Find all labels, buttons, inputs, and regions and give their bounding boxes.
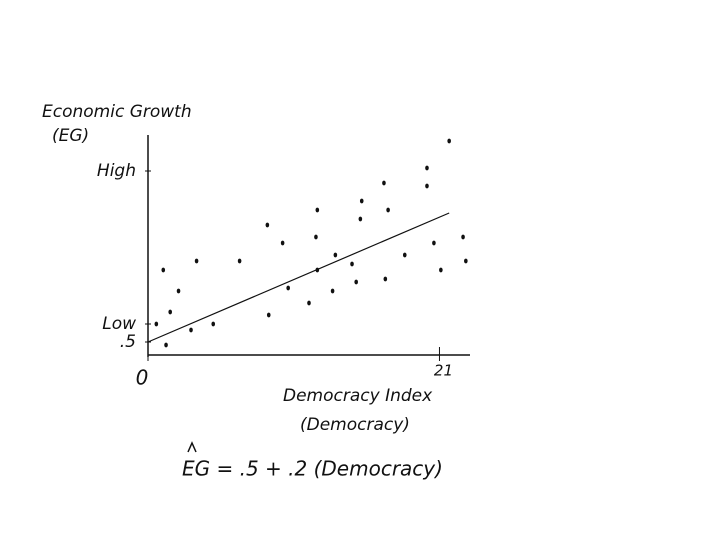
y-tick-label: Low: [102, 314, 136, 334]
y-axis-label: (EG): [52, 126, 89, 146]
point: [315, 207, 320, 213]
point: [265, 222, 270, 228]
hat-mark: [187, 441, 197, 453]
equation: EG = .5 + .2 (Democracy): [182, 457, 443, 481]
fit-line: [147, 212, 450, 343]
point: [176, 288, 181, 294]
x-tick-label: 0: [136, 366, 149, 390]
point: [432, 240, 436, 246]
point: [154, 321, 159, 327]
point: [439, 267, 443, 273]
x-tick-label: 21: [434, 362, 453, 380]
x-axis-label: (Democracy): [300, 415, 410, 435]
point: [189, 327, 193, 333]
y-tick-label: High: [97, 161, 136, 181]
point: [164, 342, 168, 348]
point: [307, 300, 311, 306]
point: [354, 279, 358, 285]
point: [447, 138, 451, 144]
point: [168, 309, 173, 315]
point: [350, 261, 354, 267]
point: [194, 258, 199, 264]
point: [425, 165, 429, 171]
point: [382, 180, 386, 186]
point: [314, 234, 318, 240]
point: [464, 258, 468, 264]
point: [237, 258, 242, 264]
point: [402, 252, 407, 258]
point: [461, 234, 465, 240]
point: [286, 285, 290, 291]
x-axis-label: Democracy Index: [283, 386, 433, 406]
y-tick-label: .5: [120, 332, 136, 352]
point: [333, 252, 338, 258]
point: [386, 207, 390, 213]
point: [161, 267, 166, 273]
point: [330, 288, 335, 294]
point: [266, 312, 271, 318]
point: [425, 183, 429, 189]
y-axis-label: Economic Growth: [42, 102, 192, 122]
point: [280, 240, 285, 246]
point: [211, 321, 216, 327]
point: [358, 216, 363, 222]
point: [359, 198, 364, 204]
point: [383, 276, 388, 282]
